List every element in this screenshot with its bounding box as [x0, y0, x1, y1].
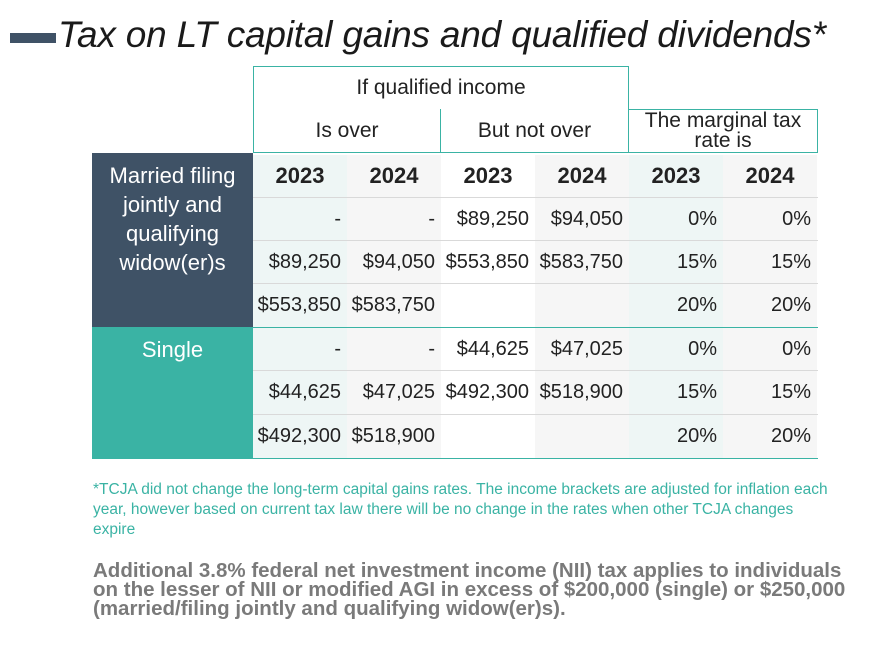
table-cell: 0%: [688, 338, 717, 360]
table-cell: 15%: [676, 381, 717, 403]
table-cell: $94,050: [550, 208, 623, 230]
column-shade: [535, 155, 629, 458]
table-cell: 20%: [770, 294, 811, 316]
table-cell: 0%: [782, 338, 811, 360]
married-filing-jointly-label: Married filing jointly and qualifying wi…: [92, 153, 253, 327]
row-divider: [253, 240, 818, 241]
year-header: 2024: [557, 163, 607, 188]
table-cell: $94,050: [362, 251, 435, 273]
table-cell: $492,300: [257, 425, 341, 447]
column-shade: [347, 155, 441, 458]
group-divider: [253, 458, 818, 459]
table-cell: -: [334, 338, 341, 360]
table-cell: 20%: [770, 425, 811, 447]
row-divider: [253, 197, 818, 198]
year-header: 2024: [745, 163, 795, 188]
table-cell: [441, 284, 535, 327]
table-cell: [535, 284, 629, 327]
row-divider: [253, 370, 818, 371]
table-cell: $47,025: [550, 338, 623, 360]
year-header: 2023: [463, 163, 513, 188]
table-cell: $518,900: [539, 381, 623, 403]
table-cell: 0%: [782, 208, 811, 230]
table-cell: $44,625: [456, 338, 529, 360]
table-cell: $518,900: [351, 425, 435, 447]
year-header: 2023: [651, 163, 701, 188]
group-divider: [253, 327, 818, 328]
page-title: Tax on LT capital gains and qualified di…: [58, 14, 826, 55]
header-marginal-rate: The marginal tax rate is: [628, 109, 818, 153]
table-cell: [535, 415, 629, 458]
table-cell: 15%: [770, 381, 811, 403]
year-header: 2023: [275, 163, 325, 188]
table-cell: -: [428, 208, 435, 230]
table-cell: 20%: [676, 425, 717, 447]
year-header: 2024: [369, 163, 419, 188]
table-cell: $583,750: [351, 294, 435, 316]
table-cell: -: [428, 338, 435, 360]
table-cell: $553,850: [257, 294, 341, 316]
table-cell: $89,250: [456, 208, 529, 230]
table-cell: $583,750: [539, 251, 623, 273]
table-cell: 0%: [688, 208, 717, 230]
header-qualified-income: If qualified income: [253, 66, 629, 110]
tcja-footnote: *TCJA did not change the long-term capit…: [93, 481, 828, 538]
table-cell: $47,025: [362, 381, 435, 403]
row-divider: [253, 283, 818, 284]
nii-tax-note: Additional 3.8% federal net investment i…: [93, 559, 846, 620]
single-filer-label: Single: [92, 327, 253, 459]
table-cell: $44,625: [268, 381, 341, 403]
row-divider: [253, 414, 818, 415]
table-cell: $492,300: [445, 381, 529, 403]
column-shade: [723, 155, 817, 458]
column-shade: [629, 155, 723, 458]
column-shade: [253, 155, 347, 458]
header-is-over: Is over: [253, 109, 441, 153]
table-cell: [441, 415, 535, 458]
title-accent-bar: [10, 33, 56, 43]
header-but-not-over: But not over: [440, 109, 629, 153]
table-cell: -: [334, 208, 341, 230]
table-cell: $553,850: [445, 251, 529, 273]
table-cell: 20%: [676, 294, 717, 316]
table-cell: 15%: [770, 251, 811, 273]
table-cell: 15%: [676, 251, 717, 273]
table-cell: $89,250: [268, 251, 341, 273]
